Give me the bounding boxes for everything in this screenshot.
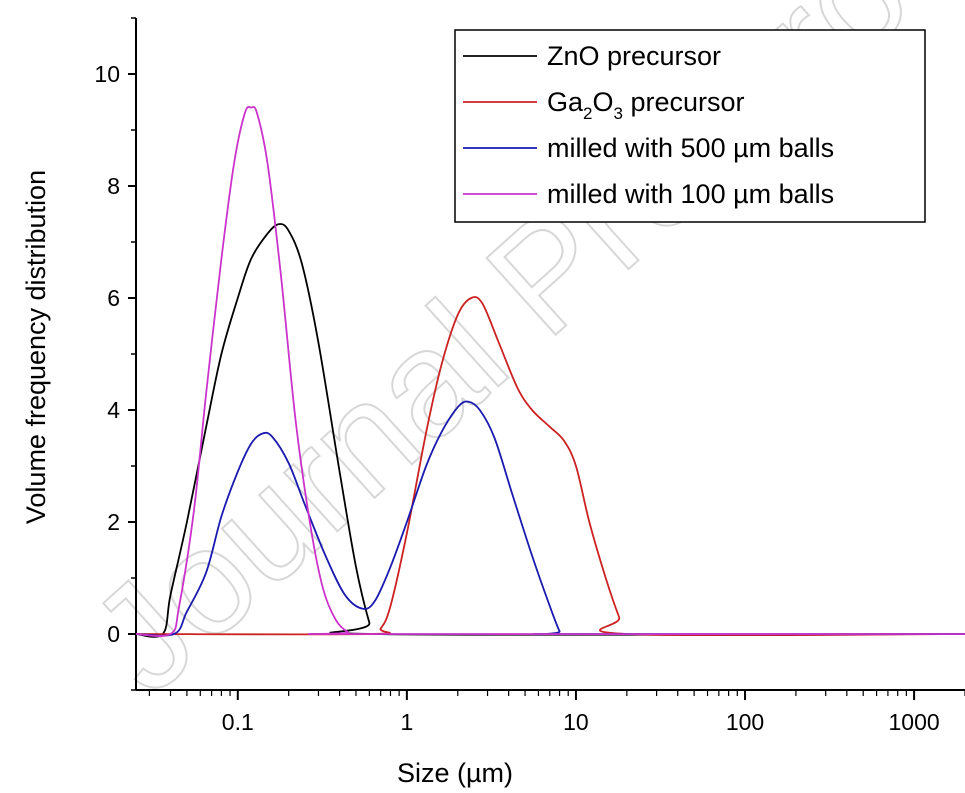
series-line-1 [135,223,965,638]
y-tick-label: 0 [107,621,120,647]
series-line-3 [135,400,965,637]
series-line-4 [135,106,965,637]
legend: ZnO precursor Ga2O3 precursor milled with … [454,29,926,223]
y-tick-label: 10 [94,61,120,87]
legend-label: ZnO precursor [547,41,721,71]
legend-box [454,29,926,223]
x-tick-label: 10 [563,709,589,735]
y-tick-label: 2 [107,509,120,535]
series-line-2 [135,296,965,637]
y-axis-title: Volume frequency distribution [21,170,51,524]
y-tick-label: 6 [107,285,120,311]
legend-label: Ga2O3 precursor [547,87,745,123]
x-tick-label: 1000 [889,709,940,735]
x-axis-title: Size (µm) [397,758,513,788]
x-tick-label: 1 [400,709,413,735]
legend-label: milled with 500 µm balls [547,133,834,163]
y-tick-label: 4 [107,397,120,423]
x-tick-label: 0.1 [222,709,254,735]
y-tick-label: 8 [107,173,120,199]
legend-label: milled with 100 µm balls [547,179,834,209]
x-tick-label: 100 [726,709,764,735]
series-lines [135,106,965,638]
